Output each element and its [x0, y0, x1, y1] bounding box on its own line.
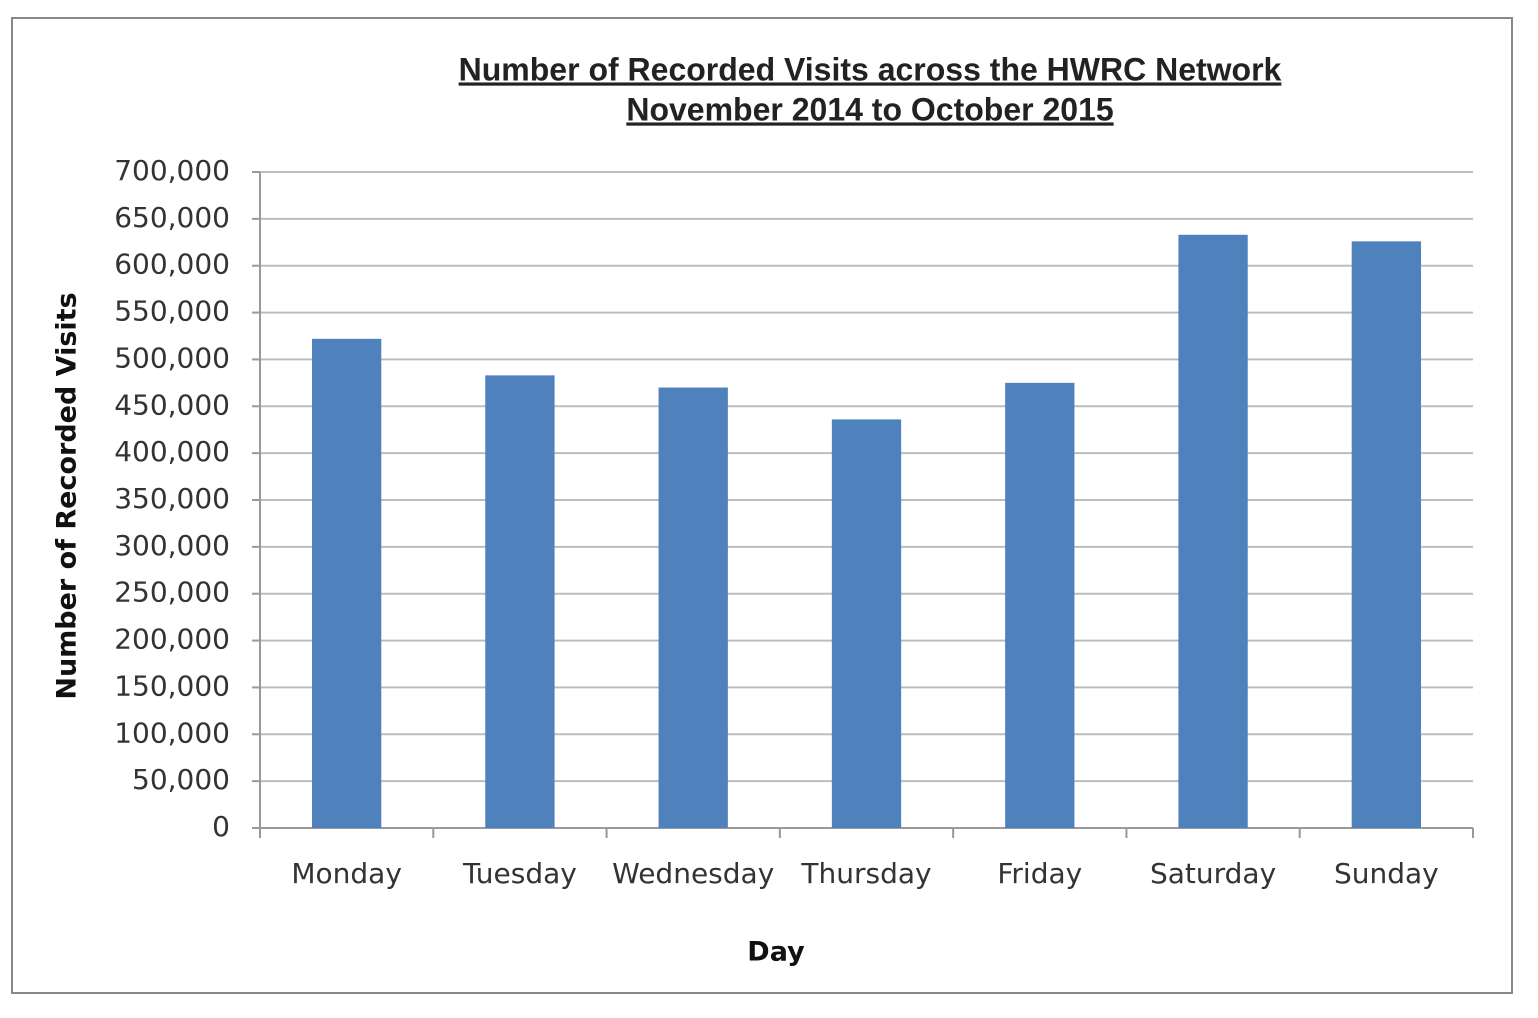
chart-subtitle: November 2014 to October 2015: [626, 91, 1113, 127]
x-tick-label: Wednesday: [612, 857, 774, 890]
x-tick-label: Saturday: [1150, 857, 1276, 890]
y-tick-label: 700,000: [114, 154, 230, 187]
y-tick-label: 450,000: [114, 388, 230, 421]
bar: [1351, 241, 1422, 828]
y-tick-label: 50,000: [132, 763, 230, 796]
y-tick-label: 250,000: [114, 576, 230, 609]
y-tick-label: 200,000: [114, 623, 230, 656]
y-tick-label: 400,000: [114, 435, 230, 468]
bar: [658, 387, 728, 828]
y-tick-label: 350,000: [114, 482, 230, 515]
bar: [1005, 382, 1075, 828]
y-tick-label: 150,000: [114, 669, 230, 702]
bar: [311, 338, 382, 828]
y-tick-label: 500,000: [114, 341, 230, 374]
y-tick-label: 0: [212, 810, 230, 843]
y-tick-label: 300,000: [114, 529, 230, 562]
y-axis-label: Number of Recorded Visits: [52, 292, 83, 699]
y-tick-label: 100,000: [114, 716, 230, 749]
chart-title: Number of Recorded Visits across the HWR…: [459, 51, 1282, 87]
x-tick-label: Thursday: [800, 857, 931, 890]
x-tick-label: Tuesday: [462, 857, 577, 890]
x-tick-label: Sunday: [1334, 857, 1439, 890]
x-tick-label: Monday: [291, 857, 402, 890]
bar: [831, 419, 902, 828]
y-tick-label: 550,000: [114, 295, 230, 328]
x-axis-label: Day: [747, 937, 805, 968]
bar: [485, 375, 555, 828]
bar: [1178, 234, 1248, 828]
chart-frame: [11, 17, 1513, 994]
y-tick-label: 600,000: [114, 248, 230, 281]
y-tick-label: 650,000: [114, 201, 230, 234]
x-tick-label: Friday: [997, 857, 1082, 890]
